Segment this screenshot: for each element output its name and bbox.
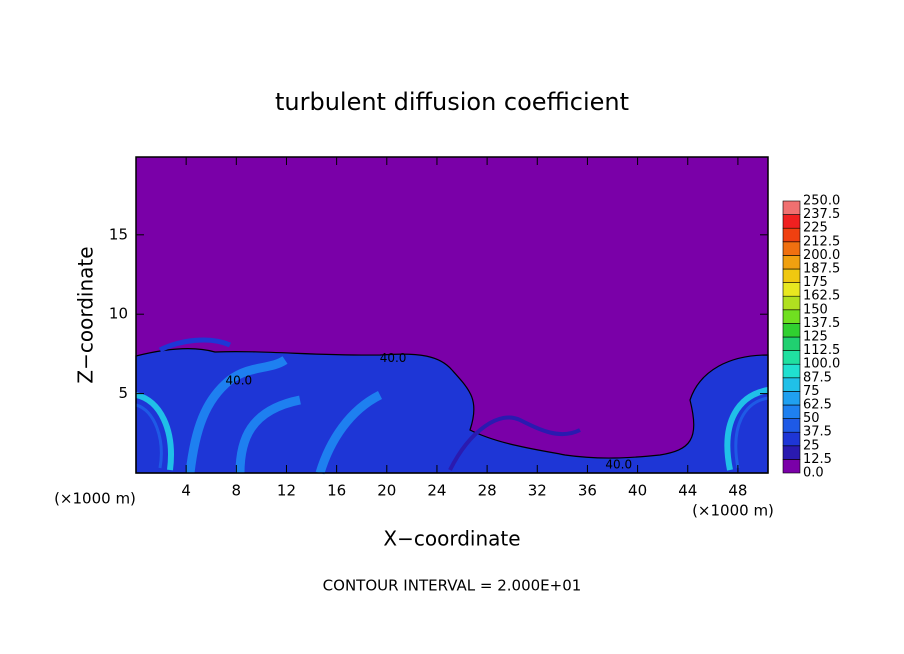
colorbar-cell <box>782 227 801 243</box>
colorbar-label: 37.5 <box>803 425 832 440</box>
colorbar-cell <box>782 241 801 256</box>
colorbar-label: 100.0 <box>803 357 840 372</box>
x-tick-label: 48 <box>728 482 747 500</box>
contour-region-high <box>135 396 769 469</box>
colorbar-label: 162.5 <box>803 289 840 304</box>
contour-filament <box>158 337 232 353</box>
colorbar-cell <box>782 255 801 270</box>
colorbar-label: 200.0 <box>803 248 840 263</box>
colorbar-label: 0.0 <box>803 466 824 481</box>
contour-label: 40.0 <box>225 373 252 387</box>
colorbar-cell <box>782 200 801 215</box>
x-tick-label: 8 <box>232 482 242 500</box>
colorbar-label: 112.5 <box>803 343 840 358</box>
colorbar-cell <box>782 418 801 433</box>
contour-label: 40.0 <box>605 458 632 472</box>
colorbar-cell <box>782 309 801 324</box>
x-tick-label: 12 <box>277 482 296 500</box>
colorbar-cell <box>782 363 801 379</box>
colorbar-cell <box>782 336 801 351</box>
colorbar-cell <box>782 431 801 447</box>
colorbar-cell <box>782 350 801 365</box>
contour-field <box>135 157 769 475</box>
colorbar-label: 12.5 <box>803 452 832 467</box>
colorbar-cell <box>782 404 801 419</box>
plot-frame <box>135 156 769 474</box>
colorbar-label: 225 <box>803 221 828 236</box>
colorbar-label: 250.0 <box>803 194 840 209</box>
contour-region <box>135 348 769 474</box>
colorbar-cell <box>782 323 801 338</box>
y-tick-label: 10 <box>109 305 128 323</box>
colorbar-cell <box>782 295 801 311</box>
y-unit: (×1000 m) <box>692 502 774 520</box>
colorbar-cell <box>782 391 801 406</box>
colorbar-cell <box>782 445 801 460</box>
colorbar-label: 125 <box>803 330 828 345</box>
colorbar-label: 87.5 <box>803 370 832 385</box>
contour-label: 40.0 <box>380 351 407 365</box>
x-tick-label: 28 <box>478 482 497 500</box>
colorbar-label: 62.5 <box>803 398 832 413</box>
x-axis-label: X−coordinate <box>383 527 520 551</box>
contour-filament <box>448 415 581 471</box>
colorbar-label: 137.5 <box>803 316 840 331</box>
x-tick-label: 44 <box>678 482 697 500</box>
x-tick-label: 36 <box>578 482 597 500</box>
x-unit: (×1000 m) <box>54 490 136 508</box>
colorbar-label: 187.5 <box>803 262 840 277</box>
colorbar-label: 75 <box>803 384 820 399</box>
x-tick-label: 4 <box>181 482 191 500</box>
x-tick-label: 32 <box>528 482 547 500</box>
y-axis-label: Z−coordinate <box>74 246 98 383</box>
x-tick-label: 16 <box>327 482 346 500</box>
colorbar-cell <box>782 459 801 474</box>
colorbar-cell <box>782 377 801 392</box>
colorbar-label: 150 <box>803 302 828 317</box>
footnote: CONTOUR INTERVAL = 2.000E+01 <box>323 577 582 595</box>
contour-region-high <box>185 356 383 475</box>
y-tick-label: 5 <box>118 384 128 402</box>
colorbar-label: 237.5 <box>803 207 840 222</box>
colorbar-label: 175 <box>803 275 828 290</box>
x-tick-label: 20 <box>377 482 396 500</box>
colorbar-cell <box>782 282 801 297</box>
y-tick-label: 15 <box>109 225 128 243</box>
colorbar-label: 212.5 <box>803 234 840 249</box>
colorbar-cell <box>782 268 801 283</box>
x-tick-label: 40 <box>628 482 647 500</box>
contour-region-high <box>135 387 769 471</box>
x-tick-label: 24 <box>427 482 446 500</box>
colorbar-label: 50 <box>803 411 820 426</box>
colorbar-cell <box>782 214 801 229</box>
colorbar-label: 25 <box>803 438 820 453</box>
chart-title: turbulent diffusion coefficient <box>275 88 629 116</box>
